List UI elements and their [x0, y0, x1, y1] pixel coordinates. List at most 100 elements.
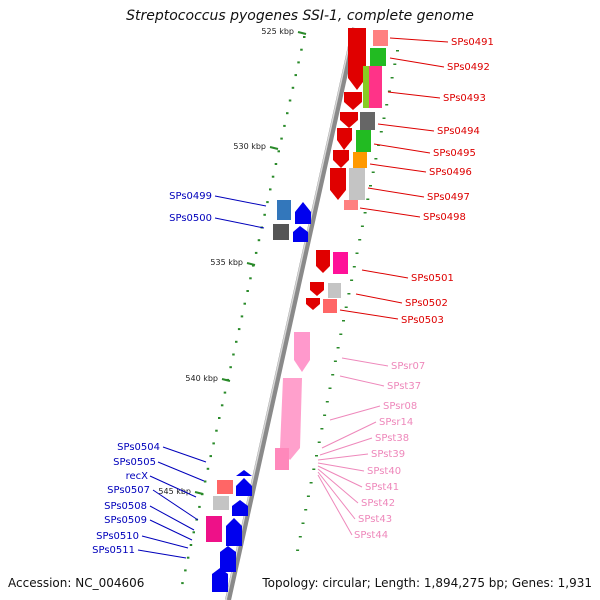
gene-block [273, 224, 289, 240]
tick-dot [396, 50, 399, 52]
gene-block [333, 252, 348, 274]
tick-dot [344, 306, 348, 308]
gene-label[interactable]: recX [126, 471, 149, 482]
tick-dot [317, 441, 321, 443]
gene-arrow [212, 568, 228, 592]
tick-dot [269, 188, 272, 191]
reverse-gene-arrows [206, 200, 311, 592]
tick-dot [288, 99, 292, 102]
gene-label[interactable]: SPsr08 [383, 401, 417, 412]
gene-block [277, 200, 291, 220]
gene-label[interactable]: SPs0496 [429, 167, 472, 178]
gene-label[interactable]: SPsr14 [379, 417, 413, 428]
tick-dot [309, 482, 313, 484]
gene-block [349, 168, 365, 200]
tick-dot [212, 442, 215, 445]
tick-dot [277, 150, 280, 153]
gene-label[interactable]: SPs0511 [92, 545, 135, 556]
genome-backbone-highlight [225, 27, 354, 600]
gene-label[interactable]: SPs0504 [117, 442, 160, 453]
gene-label[interactable]: SPs0509 [104, 515, 147, 526]
tick-dot [209, 455, 212, 458]
gene-label[interactable]: SPst41 [365, 482, 399, 493]
tick-dot [339, 333, 343, 335]
gene-arrow [236, 470, 252, 476]
gene-label[interactable]: SPs0495 [433, 148, 476, 159]
gene-label[interactable]: SPs0505 [113, 457, 156, 468]
tick-mark [194, 491, 204, 495]
tick-dot [181, 582, 184, 585]
tick-dot [286, 112, 289, 115]
gene-label[interactable]: SPs0497 [427, 192, 470, 203]
gene-block [356, 130, 371, 152]
gene-arrow [226, 518, 242, 546]
tick-dot [249, 277, 252, 280]
gene-block [323, 299, 337, 313]
gene-label[interactable]: SPst37 [387, 381, 421, 392]
tick-dot [223, 391, 227, 394]
gene-label[interactable]: SPs0500 [169, 213, 212, 224]
gene-label[interactable]: SPst40 [367, 466, 401, 477]
genome-backbone [225, 27, 358, 600]
gene-label[interactable]: SPs0493 [443, 93, 486, 104]
gene-block [363, 66, 369, 108]
gene-label[interactable]: SPst38 [375, 433, 409, 444]
tick-dot [198, 505, 201, 508]
tick-dot [385, 104, 389, 106]
tick-dot [203, 480, 207, 483]
tick-dot [358, 239, 362, 241]
tick-dot [393, 63, 397, 65]
gene-label[interactable]: SPs0507 [107, 485, 150, 496]
gene-block [344, 200, 358, 210]
tick-dot [333, 360, 337, 362]
gene-label[interactable]: SPs0498 [423, 212, 466, 223]
tick-dots [181, 36, 399, 585]
gene-label[interactable]: SPst39 [371, 449, 405, 460]
gene-label[interactable]: SPs0502 [405, 298, 448, 309]
tick-dot [184, 569, 187, 572]
tick-dot [291, 86, 295, 89]
gene-label[interactable]: SPsr07 [391, 361, 425, 372]
tick-dot [369, 185, 372, 187]
gene-label[interactable]: SPs0510 [96, 531, 139, 542]
tick-dot [300, 48, 303, 51]
gene-block [353, 152, 367, 168]
tick-dot [342, 320, 345, 322]
tick-label: 525 kbp [261, 27, 294, 36]
gene-arrow [316, 250, 330, 273]
gene-label[interactable]: SPs0503 [401, 315, 444, 326]
gene-label[interactable]: SPst42 [361, 498, 395, 509]
tick-label: 530 kbp [233, 142, 266, 151]
gene-label[interactable]: SPs0492 [447, 62, 490, 73]
tick-dot [355, 252, 359, 254]
gene-label[interactable]: SPs0508 [104, 501, 147, 512]
tick-dot [331, 374, 335, 376]
tick-dot [206, 467, 210, 470]
tick-dot [220, 404, 224, 407]
tick-dot [350, 279, 354, 281]
tick-mark [246, 262, 256, 266]
tick-dot [266, 201, 269, 204]
rna-arrow [294, 332, 310, 372]
gene-label[interactable]: SPs0501 [411, 273, 454, 284]
tick-dot [315, 455, 318, 457]
gene-label[interactable]: SPst43 [358, 514, 392, 525]
gene-label[interactable]: SPs0499 [169, 191, 212, 202]
gene-label[interactable]: SPs0491 [451, 37, 494, 48]
gene-arrow [337, 128, 352, 150]
tick-dot [252, 264, 255, 267]
tick-dot [274, 163, 278, 165]
gene-label[interactable]: SPs0494 [437, 126, 480, 137]
tick-mark [297, 31, 307, 35]
gene-label[interactable]: SPst44 [354, 530, 388, 541]
tick-dot [371, 171, 375, 173]
tick-dot [243, 302, 246, 305]
tick-dot [215, 429, 218, 432]
kbp-ticks: 525 kbp 530 kbp 535 kbp 540 kbp 545 kbp [158, 27, 307, 496]
gene-arrow [236, 478, 252, 496]
rna-gene-arrows [275, 332, 310, 470]
tick-dot [336, 347, 340, 349]
tick-dot [379, 131, 383, 133]
